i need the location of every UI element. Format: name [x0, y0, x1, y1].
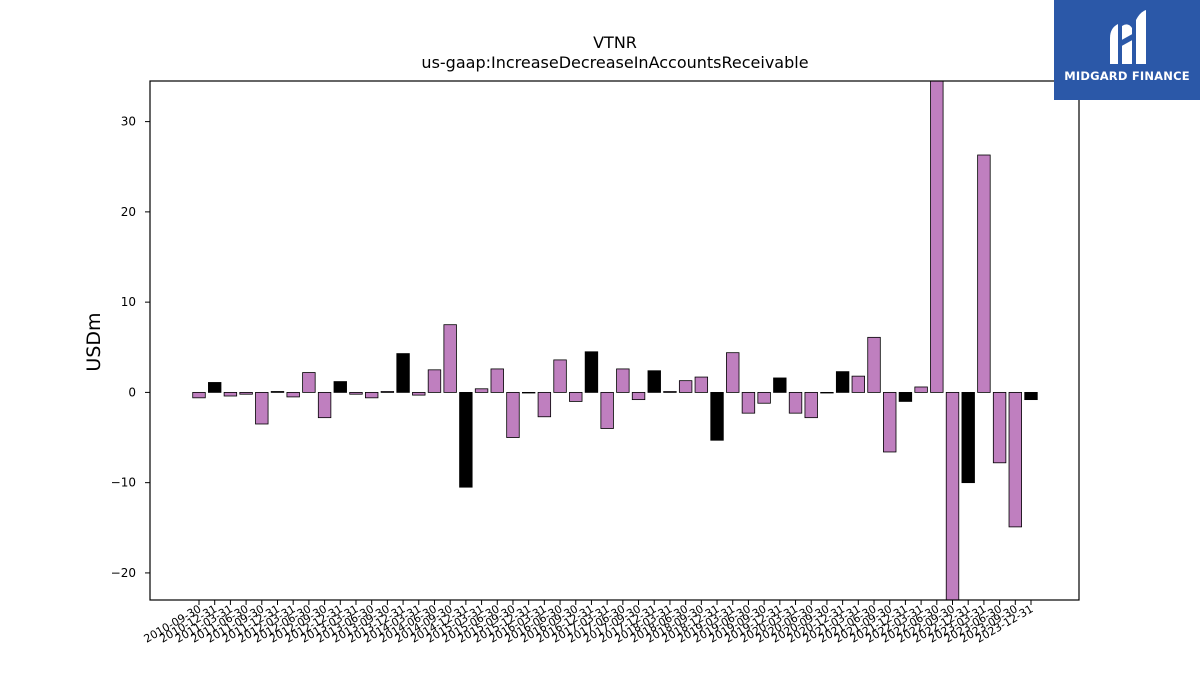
bar [223, 391, 238, 397]
bar [239, 391, 253, 395]
bar [584, 351, 599, 393]
bar [208, 382, 222, 393]
bar [270, 391, 285, 393]
bar [710, 391, 724, 441]
bar [914, 386, 928, 393]
bar [883, 391, 897, 453]
bar [317, 391, 332, 419]
bar [255, 391, 269, 425]
bar [192, 391, 206, 399]
plot-frame [149, 80, 1080, 601]
bar [600, 391, 614, 429]
chart-title: VTNR [593, 33, 637, 52]
bar [412, 391, 426, 396]
bar [788, 391, 803, 414]
bar [726, 352, 740, 393]
bar [867, 336, 881, 393]
bar [694, 376, 709, 393]
bar [474, 388, 489, 393]
bar [569, 391, 583, 402]
y-tick-label: 30 [121, 115, 136, 129]
bar [945, 391, 960, 601]
x-axis: 2010-09-302010-12-312011-03-312011-06-30… [142, 600, 1036, 646]
brand-name: MIDGARD FINANCE [1064, 69, 1190, 83]
brand-logo: MIDGARD FINANCE [1054, 0, 1200, 100]
y-tick-label: −10 [111, 476, 136, 490]
y-tick-label: 0 [128, 385, 136, 399]
bar [1008, 391, 1022, 528]
bar [396, 353, 410, 393]
bar [930, 80, 944, 393]
bar [333, 381, 347, 393]
bar [302, 372, 316, 393]
chart-subtitle: us-gaap:IncreaseDecreaseInAccountsReceiv… [421, 53, 808, 72]
y-axis-label: USDm [83, 312, 105, 371]
bar [459, 391, 473, 488]
bar [427, 369, 442, 393]
bar [490, 368, 504, 393]
midgard-m-logo-icon [1110, 10, 1146, 64]
y-tick-label: 10 [121, 295, 136, 309]
bar [537, 391, 552, 418]
bar [820, 391, 834, 394]
bar [835, 371, 850, 393]
bars-group [192, 80, 1038, 601]
bar [443, 324, 457, 393]
bar [349, 391, 363, 395]
bar [773, 377, 787, 393]
bar [741, 391, 756, 414]
bar [364, 391, 379, 399]
bar [757, 391, 771, 404]
bar [616, 368, 630, 393]
bar [961, 391, 975, 484]
bar [506, 391, 520, 438]
bar [647, 370, 661, 393]
y-tick-label: 20 [121, 205, 136, 219]
bar [898, 391, 913, 402]
y-tick-label: −20 [111, 566, 136, 580]
bar [553, 359, 567, 393]
bar [992, 391, 1007, 464]
bar [851, 375, 865, 393]
bar [380, 391, 395, 393]
bar [663, 391, 677, 393]
bar [804, 391, 818, 419]
y-axis: −20 −10 0 10 20 30 [111, 115, 150, 580]
bar [521, 391, 536, 394]
bar [1024, 391, 1038, 401]
bar [678, 380, 693, 393]
bar [286, 391, 300, 398]
bar [977, 154, 991, 393]
bar [631, 391, 646, 401]
